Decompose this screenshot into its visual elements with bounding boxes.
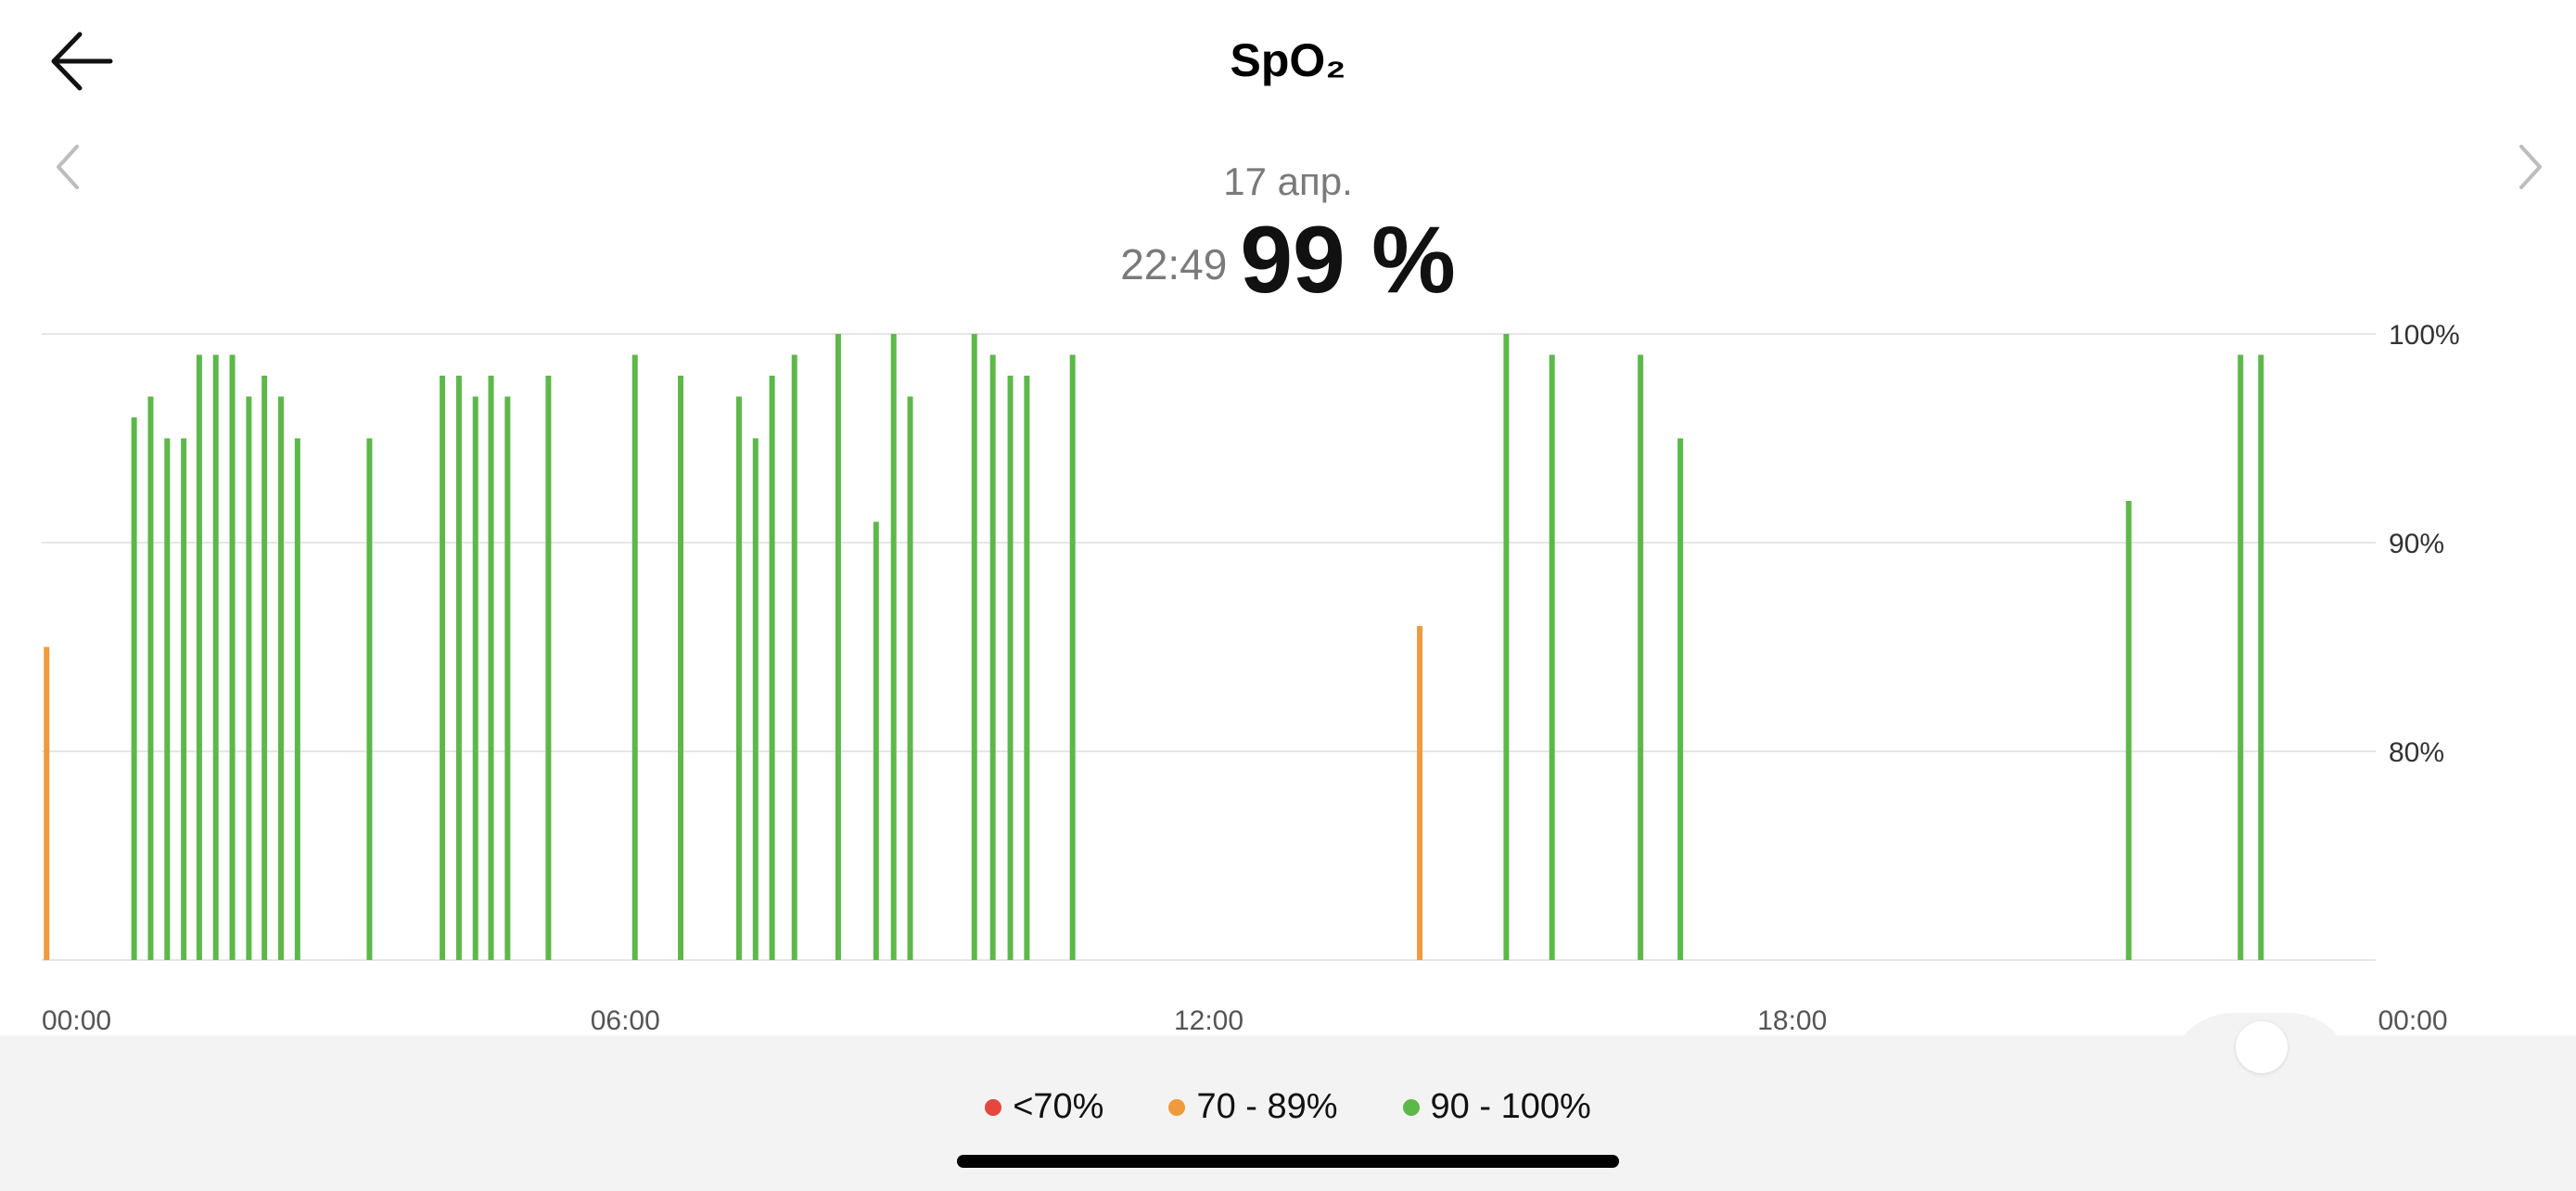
next-day-button[interactable] — [2507, 139, 2554, 195]
page-title: SpO₂ — [1230, 34, 1346, 86]
spo2-chart: 100% 90% 80% 00:00 06:00 12:00 18:00 00:00 — [42, 320, 2460, 1036]
reading-time: 22:49 — [1120, 240, 1228, 288]
legend-dot-green — [1402, 1098, 1420, 1116]
chart-legend: <70% 70 - 89% 90 - 100% — [0, 1087, 2576, 1127]
x-tick-label: 00:00 — [42, 1005, 111, 1036]
legend-item-mid: 70 - 89% — [1168, 1087, 1338, 1127]
x-tick-label: 00:00 — [2378, 1005, 2447, 1036]
chart-gridlines — [42, 333, 2376, 961]
home-indicator — [957, 1155, 1619, 1168]
x-tick-label: 12:00 — [1174, 1005, 1243, 1036]
legend-dot-red — [985, 1098, 1002, 1116]
legend-label: 70 - 89% — [1196, 1087, 1338, 1126]
legend-label: <70% — [1013, 1087, 1104, 1126]
arrow-left-icon — [51, 32, 113, 91]
selected-date: 17 апр. — [1223, 160, 1353, 203]
chart-bars — [44, 334, 2264, 960]
selected-reading: 22:49 99 % — [0, 206, 2576, 314]
legend-item-low: <70% — [985, 1087, 1103, 1127]
legend-item-high: 90 - 100% — [1402, 1087, 1591, 1127]
reading-value: 99 % — [1240, 207, 1456, 313]
previous-day-button[interactable] — [45, 139, 91, 195]
x-tick-label: 18:00 — [1757, 1005, 1827, 1036]
y-tick-label: 80% — [2389, 737, 2444, 768]
chevron-left-icon — [57, 145, 79, 189]
time-scrubber-handle[interactable] — [2236, 1021, 2288, 1073]
chevron-right-icon — [2519, 145, 2542, 189]
x-tick-label: 06:00 — [591, 1005, 660, 1036]
back-button[interactable] — [46, 26, 117, 96]
chart-tick-labels: 100% 90% 80% 00:00 06:00 12:00 18:00 00:00 — [42, 320, 2460, 1036]
legend-dot-orange — [1168, 1098, 1186, 1116]
y-tick-label: 90% — [2389, 529, 2444, 559]
y-tick-label: 100% — [2389, 320, 2460, 351]
legend-label: 90 - 100% — [1430, 1087, 1591, 1126]
